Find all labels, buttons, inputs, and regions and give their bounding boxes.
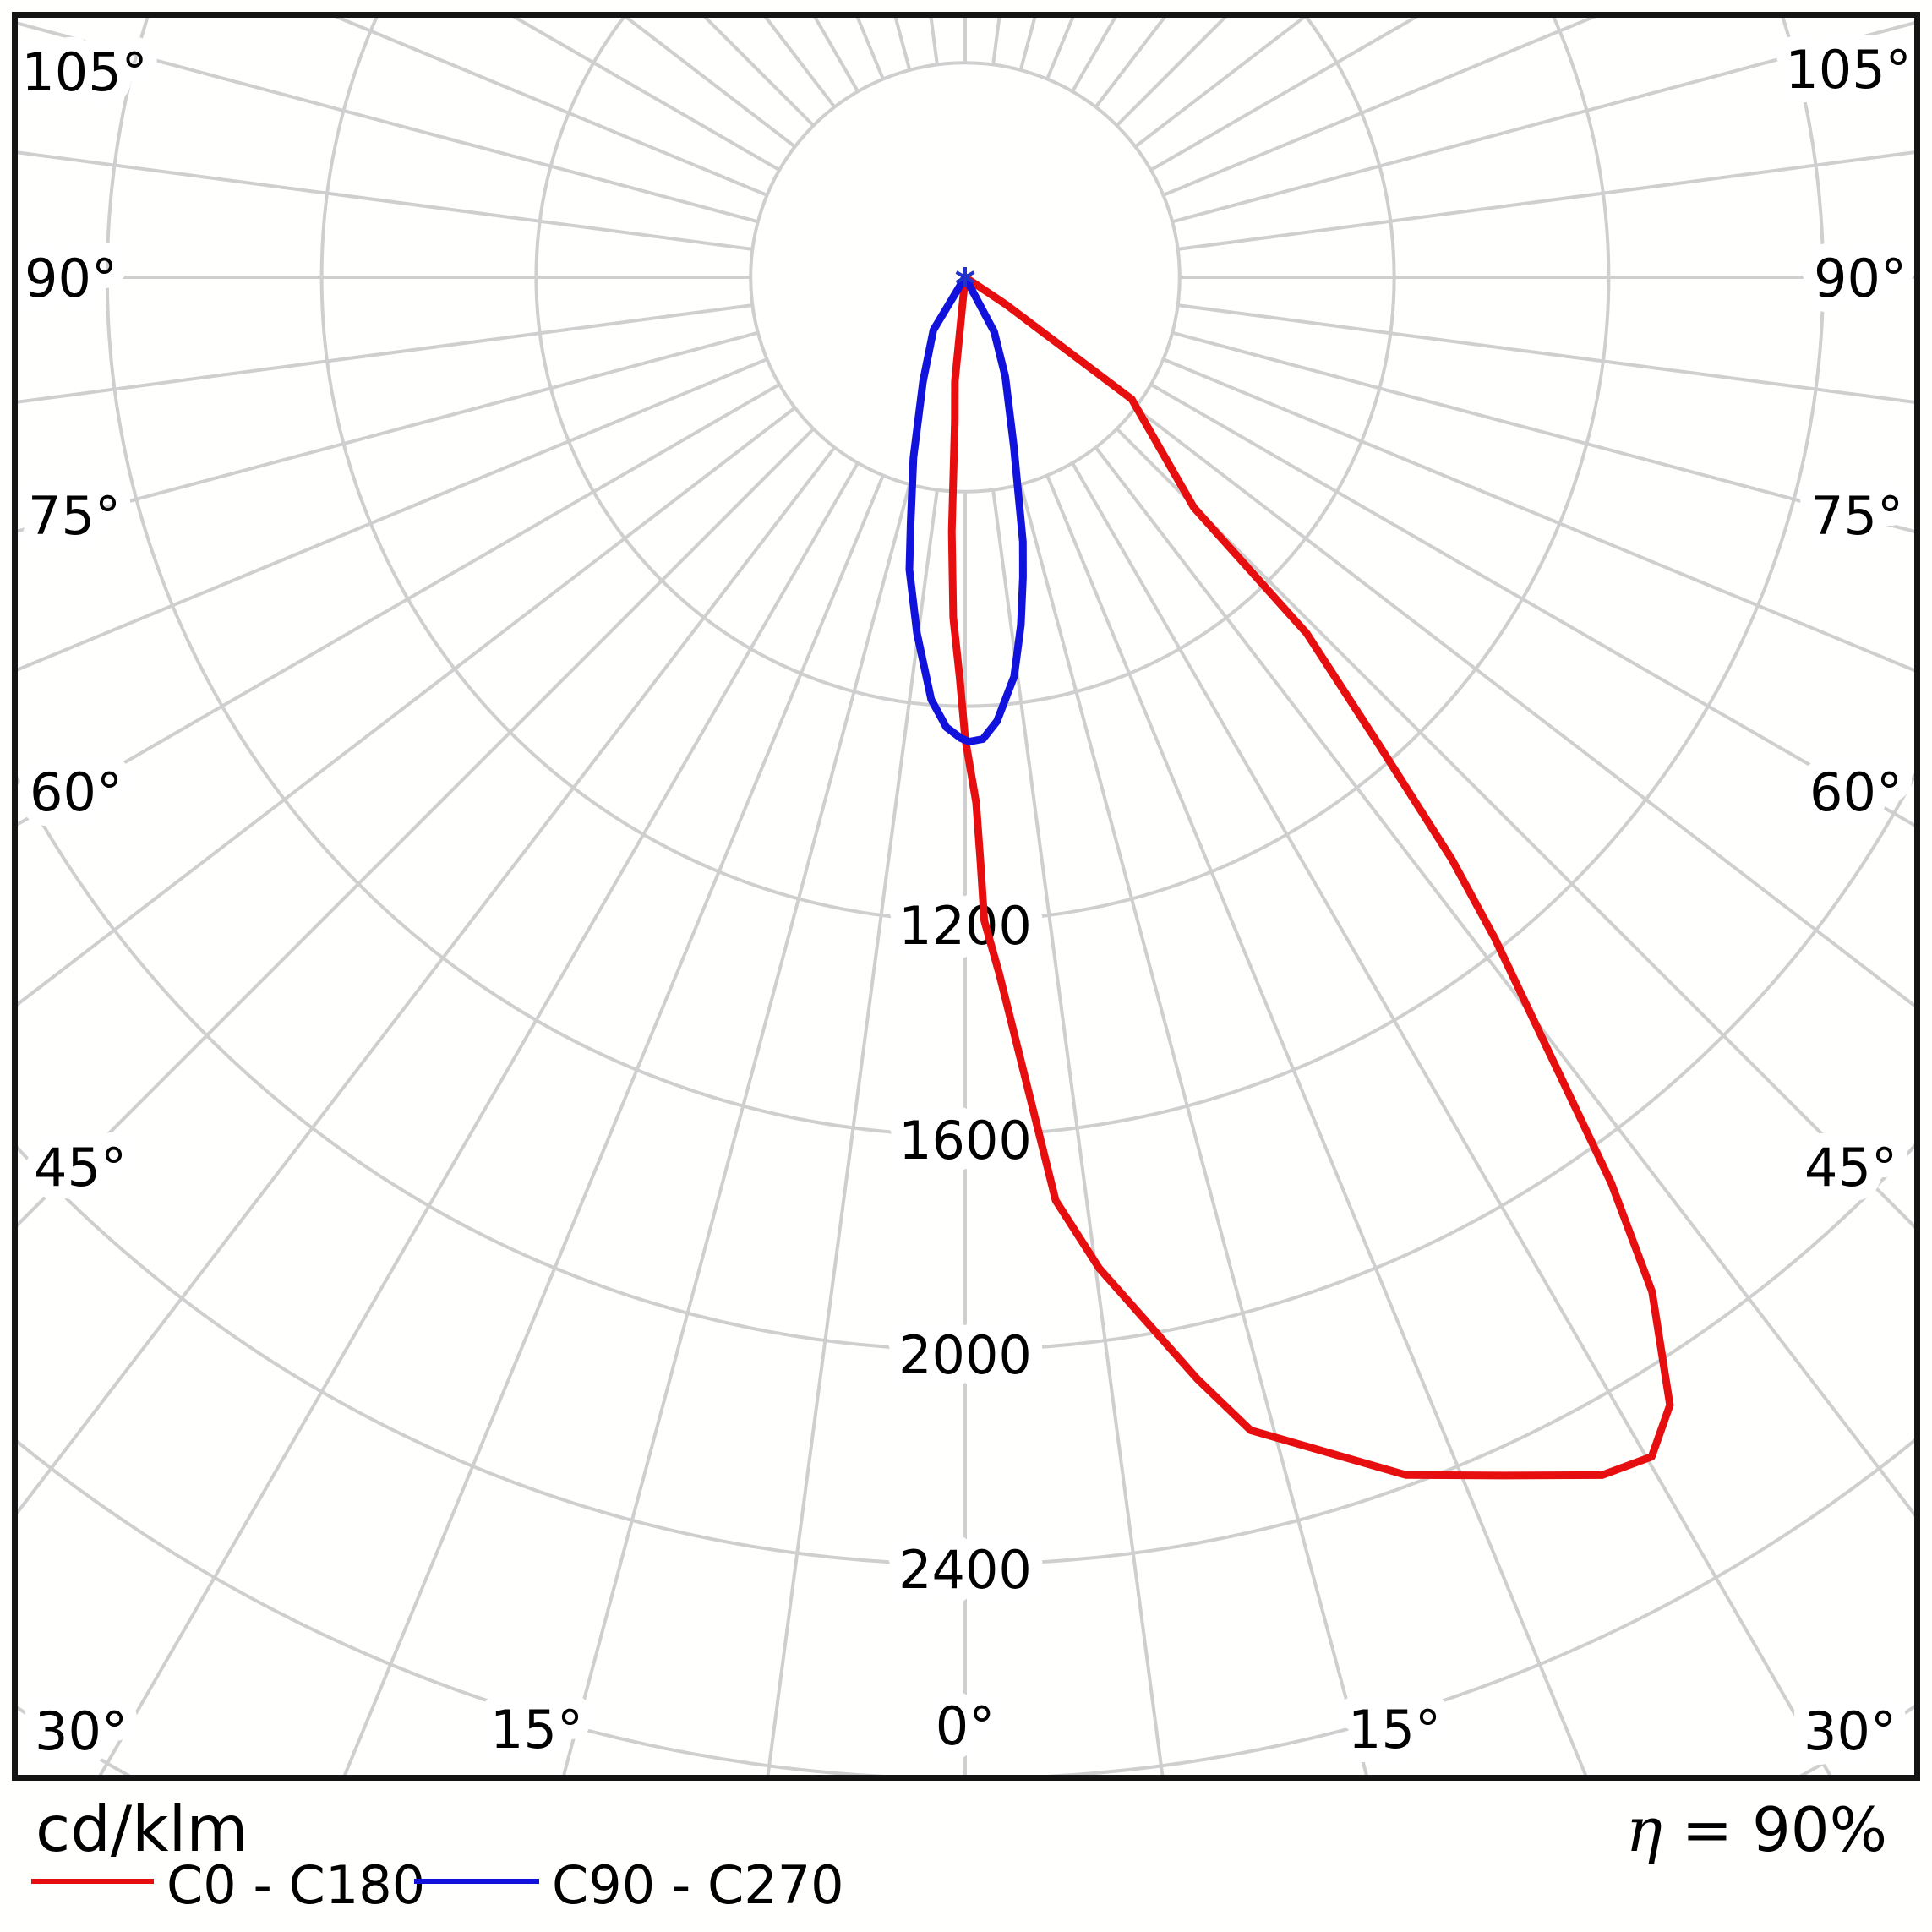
ring-tick-label-2000: 2000	[898, 1324, 1032, 1386]
ring-tick-label-2400: 2400	[898, 1539, 1032, 1601]
legend-label-c0-c180: C0 - C180	[166, 1854, 425, 1916]
spoke-gridline-337.5	[341, 474, 885, 1777]
angle-tick-label-left-45: 45°	[34, 1137, 127, 1198]
spoke-gridline-172.5	[991, 15, 1001, 65]
angle-tick-label-left-60: 60°	[30, 761, 123, 823]
spoke-gridline-67.5	[1162, 357, 1917, 674]
angle-tick-label-right-45: 45°	[1804, 1137, 1897, 1198]
spoke-gridline-97.5	[1177, 150, 1917, 251]
plot-frame	[12, 12, 1920, 1781]
pole-marker-line-2	[955, 270, 975, 284]
intensity-curves	[905, 273, 1674, 1480]
spoke-gridline-330	[96, 461, 860, 1777]
spoke-gridline-315	[15, 428, 815, 1230]
angle-tick-label-right-75: 75°	[1810, 485, 1903, 547]
angle-tick-label-left-15: 15°	[490, 1699, 583, 1760]
angle-tick-label-left-75: 75°	[28, 485, 121, 547]
efficiency-label: η = 90%	[1626, 1794, 1887, 1865]
spoke-gridline-30	[1071, 461, 1834, 1777]
pole-marker	[955, 267, 975, 287]
tick-labels: 0° 15° 15° 30° 30° 45° 45° 60° 60° 75° 75° 90° 90° 10…	[7, 25, 1925, 1776]
spoke-gridline-277.5	[15, 303, 753, 404]
spoke-gridline-262.5	[15, 150, 753, 251]
curve-c90-c270	[905, 273, 1027, 745]
spoke-gridline-82.5	[1177, 303, 1917, 405]
spoke-gridline-300	[15, 383, 781, 828]
spoke-gridline-352.5	[766, 489, 939, 1777]
angle-tick-label-right-30: 30°	[1804, 1700, 1897, 1762]
angle-tick-label-right-105: 105°	[1785, 39, 1911, 101]
spoke-gridline-195	[892, 15, 912, 71]
spoke-gridline-7.5	[991, 489, 1165, 1777]
spoke-gridline-247.5	[328, 15, 768, 197]
angle-tick-label-right-60: 60°	[1809, 761, 1902, 823]
legend-label-c90-c270: C90 - C270	[552, 1854, 844, 1916]
spoke-gridline-22.5	[1045, 474, 1589, 1777]
angle-tick-label-left-90: 90°	[25, 248, 117, 309]
spoke-gridline-75	[1171, 330, 1917, 534]
spoke-gridline-285	[15, 330, 759, 534]
spoke-gridline-292.5	[15, 357, 768, 673]
angle-tick-label-left-30: 30°	[35, 1700, 128, 1762]
spoke-gridline-112.5	[1162, 15, 1602, 197]
spoke-gridline-37.5	[1094, 446, 1917, 1520]
spoke-gridline-60	[1149, 383, 1917, 829]
spoke-gridline-255	[15, 20, 759, 224]
ring-tick-label-1600: 1600	[898, 1110, 1032, 1171]
spoke-gridline-45	[1116, 428, 1917, 1231]
legend: cd/klm C0 - C180 C90 - C270 η = 90%	[31, 1792, 1887, 1916]
angle-tick-label-left-0: 0°	[936, 1695, 995, 1757]
curve-c0-c180	[947, 273, 1674, 1480]
spoke-gridline-187.5	[929, 15, 939, 65]
angle-tick-label-right-15: 15°	[1348, 1699, 1441, 1760]
spoke-gridline-307.5	[15, 406, 796, 1008]
angle-tick-label-left-105: 105°	[21, 41, 147, 103]
unit-label: cd/klm	[35, 1792, 248, 1866]
spoke-gridline-322.5	[15, 446, 837, 1519]
spoke-gridline-165	[1018, 15, 1038, 71]
spoke-gridline-345	[561, 483, 912, 1777]
spoke-gridline-52.5	[1134, 406, 1917, 1010]
angle-tick-label-right-90: 90°	[1814, 248, 1907, 309]
spoke-gridline-105	[1171, 20, 1917, 224]
ring-tick-label-1200: 1200	[898, 895, 1032, 957]
spoke-gridline-15	[1018, 483, 1369, 1777]
